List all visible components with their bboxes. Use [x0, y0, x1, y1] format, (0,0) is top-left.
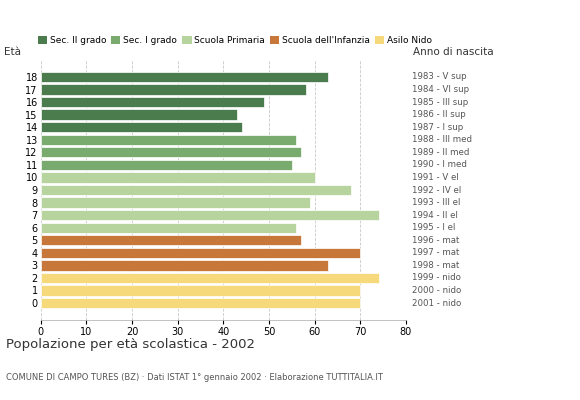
Bar: [41, 298, 360, 308]
Bar: [41, 84, 306, 95]
Text: 1983 - V sup: 1983 - V sup: [412, 72, 466, 82]
Text: 1997 - mat: 1997 - mat: [412, 248, 459, 257]
Text: COMUNE DI CAMPO TURES (BZ) · Dati ISTAT 1° gennaio 2002 · Elaborazione TUTTITALI: COMUNE DI CAMPO TURES (BZ) · Dati ISTAT …: [6, 373, 383, 382]
Text: 1994 - II el: 1994 - II el: [412, 211, 458, 220]
Bar: [41, 147, 301, 158]
Bar: [41, 160, 292, 170]
Bar: [41, 285, 360, 296]
Text: 2000 - nido: 2000 - nido: [412, 286, 461, 295]
Bar: [41, 273, 379, 283]
Text: 2001 - nido: 2001 - nido: [412, 298, 461, 308]
Bar: [41, 210, 379, 220]
Text: 1998 - mat: 1998 - mat: [412, 261, 459, 270]
Bar: [41, 235, 301, 245]
Text: 1993 - III el: 1993 - III el: [412, 198, 460, 207]
Text: 1996 - mat: 1996 - mat: [412, 236, 459, 245]
Text: 1985 - III sup: 1985 - III sup: [412, 98, 468, 106]
Text: Popolazione per età scolastica - 2002: Popolazione per età scolastica - 2002: [6, 338, 255, 351]
Bar: [41, 122, 241, 132]
Bar: [41, 198, 310, 208]
Text: Anno di nascita: Anno di nascita: [414, 48, 494, 58]
Text: 1984 - VI sup: 1984 - VI sup: [412, 85, 469, 94]
Bar: [41, 185, 351, 195]
Text: Età: Età: [4, 48, 21, 58]
Bar: [41, 135, 296, 145]
Bar: [41, 72, 328, 82]
Text: 1986 - II sup: 1986 - II sup: [412, 110, 466, 119]
Text: 1989 - II med: 1989 - II med: [412, 148, 469, 157]
Bar: [41, 222, 296, 233]
Text: 1995 - I el: 1995 - I el: [412, 223, 455, 232]
Bar: [41, 97, 264, 107]
Bar: [41, 172, 315, 182]
Bar: [41, 248, 360, 258]
Text: 1988 - III med: 1988 - III med: [412, 135, 472, 144]
Bar: [41, 260, 328, 270]
Text: 1991 - V el: 1991 - V el: [412, 173, 459, 182]
Text: 1990 - I med: 1990 - I med: [412, 160, 467, 169]
Text: 1992 - IV el: 1992 - IV el: [412, 186, 461, 194]
Text: 1999 - nido: 1999 - nido: [412, 274, 461, 282]
Text: 1987 - I sup: 1987 - I sup: [412, 123, 463, 132]
Bar: [41, 110, 237, 120]
Legend: Sec. II grado, Sec. I grado, Scuola Primaria, Scuola dell'Infanzia, Asilo Nido: Sec. II grado, Sec. I grado, Scuola Prim…: [38, 36, 432, 45]
